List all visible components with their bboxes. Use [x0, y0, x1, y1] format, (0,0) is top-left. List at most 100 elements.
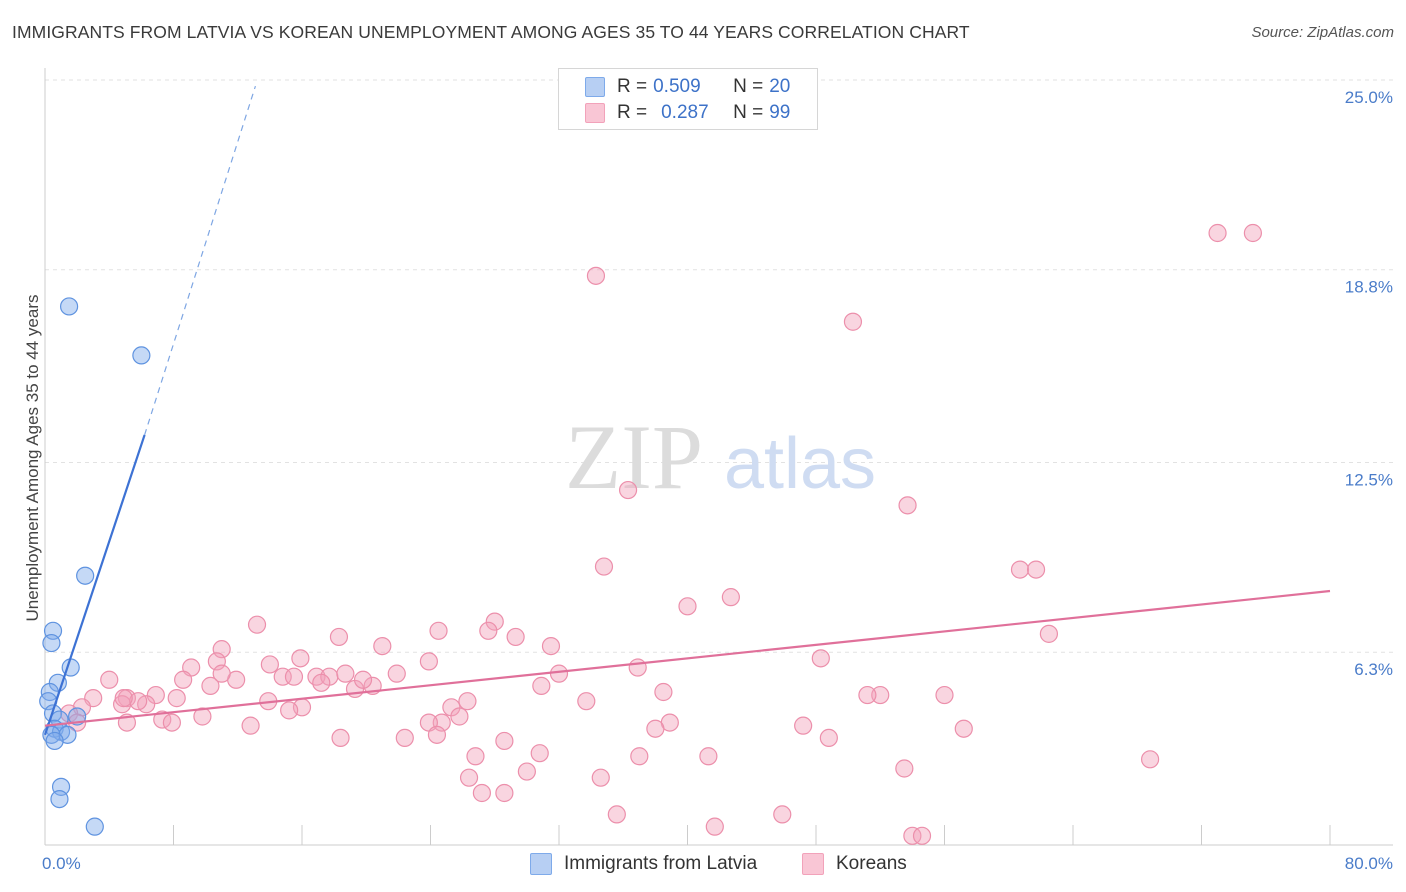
y-tick-label: 18.8% — [1345, 278, 1393, 297]
x-tick-label: 80.0% — [1345, 854, 1393, 873]
korean-point — [247, 615, 267, 634]
y-tick-label: 6.3% — [1354, 660, 1393, 679]
y-tick-label: 12.5% — [1345, 471, 1393, 490]
korean-point — [331, 728, 350, 748]
korean-point — [485, 612, 504, 631]
latvia-point — [85, 817, 104, 836]
korean-point — [284, 667, 304, 686]
legend-row-koreans: R = 0.287 N = 99 — [585, 100, 790, 126]
korean-point — [336, 664, 355, 683]
legend-n-label: N = — [733, 102, 764, 123]
korean-point — [129, 692, 148, 711]
bottom-legend-label-koreans: Koreans — [836, 853, 907, 874]
korean-point — [387, 664, 406, 683]
korean-point — [819, 728, 838, 748]
korean-point — [201, 676, 220, 695]
series-latvia — [39, 297, 151, 836]
korean-point — [721, 588, 740, 607]
korean-point — [843, 312, 863, 331]
chart-title: IMMIGRANTS FROM LATVIA VS KOREAN UNEMPLO… — [12, 22, 970, 42]
legend-r-value: 0.287 — [661, 102, 709, 123]
latvia-point — [76, 566, 95, 585]
legend-n-value: 99 — [769, 102, 791, 123]
korean-point — [193, 707, 212, 726]
korean-point — [591, 768, 610, 787]
korean-point — [1243, 223, 1263, 243]
korean-point — [773, 805, 792, 824]
korean-point — [458, 692, 477, 711]
korean-point — [1039, 624, 1059, 643]
bottom-legend-koreans: Koreans — [802, 852, 907, 876]
korean-point — [146, 685, 165, 705]
x-tick-label: 0.0% — [42, 854, 81, 873]
korean-point — [530, 744, 549, 763]
trend-lines — [43, 85, 1331, 736]
watermark: ZIP atlas — [565, 406, 876, 508]
korean-point — [654, 682, 673, 702]
korean-point — [114, 689, 133, 708]
korean-point — [594, 557, 614, 576]
korean-point — [427, 725, 447, 744]
korean-point — [312, 673, 331, 692]
korean-point — [628, 658, 647, 677]
series-koreans — [59, 223, 1263, 845]
korean-point — [517, 762, 536, 781]
bottom-legend-swatch-latvia — [530, 853, 552, 875]
y-tick-label: 25.0% — [1345, 88, 1393, 107]
korean-point — [450, 707, 469, 726]
korean-point — [241, 716, 260, 735]
grid-lines — [45, 79, 1393, 653]
source-credit: Source: ZipAtlas.com — [1251, 24, 1394, 41]
korean-point — [495, 783, 514, 803]
watermark-zip: ZIP — [565, 406, 703, 508]
korean-point — [167, 689, 186, 708]
korean-point — [903, 826, 922, 845]
korean-point — [577, 692, 596, 711]
korean-point — [1010, 560, 1030, 579]
korean-point — [954, 719, 973, 738]
legend-swatch-koreans — [585, 103, 605, 123]
korean-point — [541, 636, 561, 656]
korean-point — [429, 621, 448, 640]
latvia-trend-extension — [144, 85, 256, 436]
latvia-point — [68, 707, 87, 726]
bottom-legend-label-latvia: Immigrants from Latvia — [564, 853, 758, 874]
korean-point — [395, 728, 414, 748]
korean-point — [607, 805, 626, 824]
korean-point — [532, 676, 551, 695]
legend-n-label: N = — [733, 76, 764, 97]
korean-point — [646, 719, 665, 738]
latvia-point — [45, 731, 64, 751]
korean-point — [871, 685, 890, 705]
korean-point — [212, 664, 231, 683]
korean-point — [329, 627, 349, 647]
y-axis-label: Unemployment Among Ages 35 to 44 years — [23, 295, 42, 622]
legend-r-value: 0.509 — [653, 76, 701, 97]
korean-point — [794, 716, 813, 735]
korean-point — [307, 667, 326, 686]
korean-point — [1140, 750, 1160, 769]
bottom-legend-latvia: Immigrants from Latvia — [530, 852, 757, 876]
korean-point — [1026, 560, 1046, 579]
korean-point — [280, 701, 299, 720]
legend-r-label: R = — [617, 102, 648, 123]
watermark-atlas: atlas — [724, 424, 876, 504]
korean-point — [895, 759, 914, 778]
korean-point — [373, 636, 392, 656]
latvia-point — [50, 789, 69, 809]
korean-point — [291, 649, 310, 668]
korean-point — [100, 670, 119, 689]
korean-point — [506, 627, 525, 647]
korean-point — [459, 768, 479, 787]
latvia-trend-line — [43, 434, 146, 736]
korean-point — [260, 655, 279, 674]
korean-point — [912, 826, 932, 845]
korean-point — [353, 670, 373, 689]
korean-point — [630, 747, 649, 766]
bottom-legend-swatch-koreans — [802, 853, 824, 875]
korean-point — [1208, 223, 1227, 243]
korean-point — [858, 685, 877, 705]
korean-point — [479, 621, 498, 640]
korean-point — [586, 266, 606, 285]
